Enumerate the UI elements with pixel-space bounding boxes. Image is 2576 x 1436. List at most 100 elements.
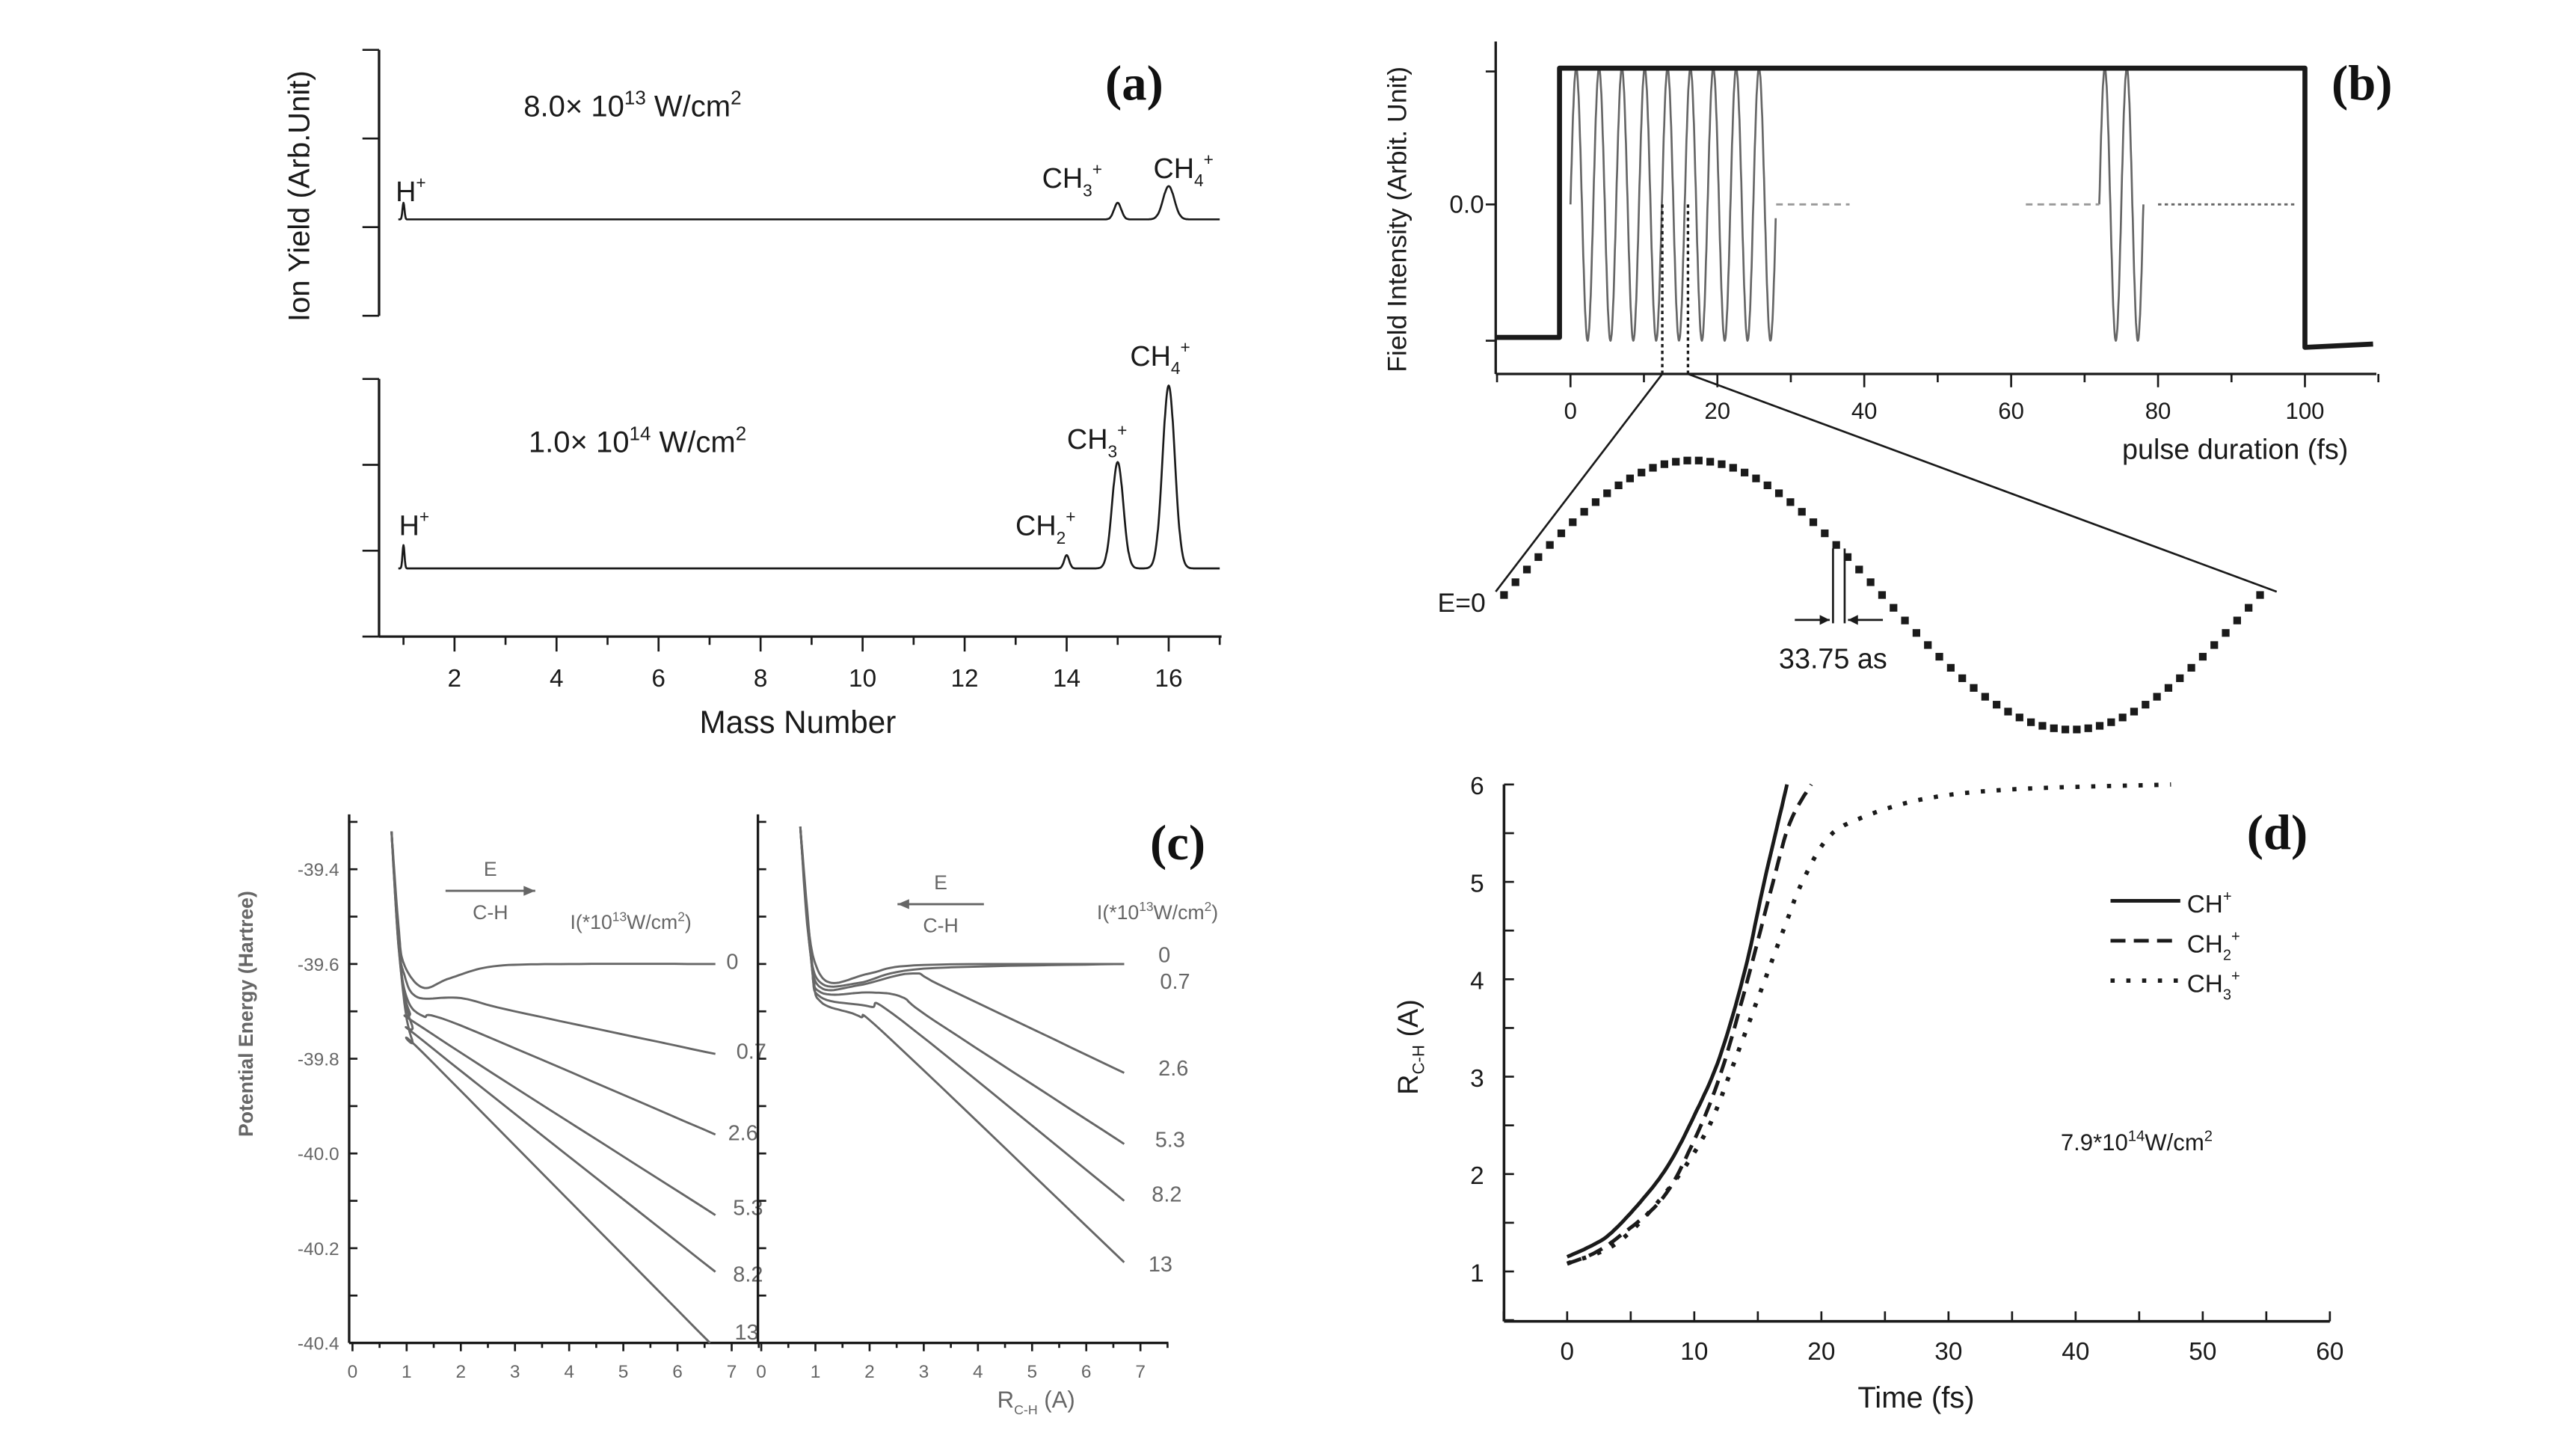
label-subscript: 2 bbox=[2223, 947, 2231, 963]
label-superscript: + bbox=[2223, 889, 2232, 905]
x-tick-label: 60 bbox=[2316, 1338, 2343, 1366]
y-tick-label: 4 bbox=[1470, 968, 1484, 995]
y-axis-title: Field Intensity (Arbit. Unit) bbox=[1382, 67, 1412, 372]
x-tick-label: 3 bbox=[510, 1362, 520, 1382]
y-tick-label: 1 bbox=[1470, 1259, 1484, 1287]
panel-label-c: (c) bbox=[1150, 816, 1205, 871]
inset-sample-marker bbox=[2245, 604, 2253, 612]
inset-sample-marker bbox=[2176, 674, 2184, 682]
time-step-label: 33.75 as bbox=[1779, 643, 1887, 675]
y-tick-label: -39.6 bbox=[298, 955, 339, 975]
inset-sample-marker bbox=[2222, 629, 2230, 637]
curve-label: 2.6 bbox=[1158, 1057, 1188, 1081]
label-subscript: 3 bbox=[1107, 441, 1117, 461]
intensity-label: 8.0× 1013 W/cm2 bbox=[523, 87, 741, 123]
inset-sample-marker bbox=[1935, 652, 1943, 661]
label-unit: W/cm bbox=[2145, 1129, 2204, 1156]
ion-yield-spectrum bbox=[398, 185, 1220, 221]
label-base: I(*10 bbox=[571, 911, 612, 933]
inset-sample-marker bbox=[1993, 701, 2001, 709]
label-unit: W/cm bbox=[651, 426, 735, 458]
inset-sample-marker bbox=[1924, 641, 1932, 649]
inset-sample-marker bbox=[1569, 518, 1577, 527]
label-base: CH bbox=[1015, 511, 1057, 542]
curve-label: 0 bbox=[726, 951, 738, 975]
series-dashed-line bbox=[1567, 783, 1813, 1265]
curve-label: 13 bbox=[1149, 1253, 1172, 1277]
x-tick-label: 10 bbox=[1680, 1338, 1708, 1366]
inset-sample-marker bbox=[1614, 481, 1623, 490]
inset-sample-marker bbox=[2153, 693, 2161, 701]
inset-sample-marker bbox=[1786, 498, 1795, 506]
inset-sample-marker bbox=[1981, 693, 1989, 701]
label-base: CH bbox=[2187, 891, 2223, 918]
peak-label: CH2+ bbox=[1015, 507, 1075, 547]
potential-curve bbox=[390, 831, 716, 1273]
inset-sample-marker bbox=[2095, 722, 2104, 730]
x-tick-label: 0 bbox=[1564, 398, 1577, 424]
field-oscillation bbox=[1569, 67, 1777, 342]
x-axis-title: pulse duration (fs) bbox=[2122, 434, 2348, 465]
inset-sample-marker bbox=[1580, 508, 1588, 516]
inset-sample-marker bbox=[1890, 604, 1898, 612]
field-oscillation bbox=[2098, 67, 2145, 342]
label-superscript: + bbox=[1092, 159, 1102, 179]
x-tick-label: 6 bbox=[651, 665, 665, 693]
potential-curve bbox=[799, 826, 1125, 1074]
label-exponent: 2 bbox=[677, 909, 685, 924]
x-tick-label: 60 bbox=[1998, 398, 2024, 424]
curve-label: 8.2 bbox=[1152, 1183, 1181, 1207]
peak-label: H+ bbox=[399, 507, 430, 542]
arrowhead-icon bbox=[1848, 615, 1858, 625]
label-base: CH bbox=[1067, 424, 1108, 455]
label-base: 1.0× 10 bbox=[529, 426, 630, 458]
x-tick-label: 40 bbox=[2062, 1338, 2089, 1366]
inset-sample-marker bbox=[1557, 529, 1566, 538]
label-unit: W/cm bbox=[646, 90, 731, 123]
x-tick-label: 7 bbox=[727, 1362, 737, 1382]
inset-sample-marker bbox=[1591, 498, 1600, 506]
inset-sample-marker bbox=[2118, 714, 2127, 722]
x-tick-label: 0 bbox=[348, 1362, 358, 1382]
inset-sample-marker bbox=[1946, 663, 1955, 672]
x-tick-label: 10 bbox=[849, 665, 876, 693]
y-tick-label: 3 bbox=[1470, 1065, 1484, 1093]
inset-sample-marker bbox=[1763, 481, 1771, 490]
field-label: E bbox=[934, 871, 947, 894]
inset-sample-marker bbox=[2233, 616, 2241, 625]
inset-sample-marker bbox=[1522, 565, 1531, 574]
inset-sample-marker bbox=[1832, 541, 1840, 549]
x-tick-label: 8 bbox=[754, 665, 768, 693]
arrowhead-icon bbox=[897, 899, 909, 909]
inset-sample-marker bbox=[1546, 541, 1554, 549]
legend-label: CH3+ bbox=[2187, 969, 2240, 1004]
x-tick-label: 1 bbox=[402, 1362, 412, 1382]
panel-label-a: (a) bbox=[1105, 56, 1163, 111]
arrowhead-icon bbox=[1819, 615, 1830, 625]
potential-curve bbox=[799, 826, 1125, 1202]
x-axis-title: Time (fs) bbox=[1857, 1381, 1974, 1414]
label-base: 7.9*10 bbox=[2061, 1129, 2128, 1156]
series-dotted-line bbox=[1566, 782, 2171, 1266]
inset-sample-marker bbox=[1855, 565, 1863, 574]
inset-sample-marker bbox=[2038, 722, 2047, 730]
inset-sample-marker bbox=[1774, 489, 1783, 497]
label-base: CH bbox=[2187, 930, 2223, 958]
inset-sample-marker bbox=[1740, 468, 1749, 476]
potential-curve bbox=[390, 831, 716, 989]
y-tick-label: -39.4 bbox=[298, 860, 339, 880]
x-tick-label: 20 bbox=[1704, 398, 1730, 424]
x-tick-label: 7 bbox=[1135, 1362, 1146, 1382]
label-exponent: 2 bbox=[736, 422, 746, 444]
label-superscript: + bbox=[2231, 928, 2240, 945]
inset-sample-marker bbox=[2198, 652, 2207, 661]
inset-sample-marker bbox=[2256, 591, 2264, 599]
inset-sample-marker bbox=[2004, 708, 2012, 716]
potential-curve bbox=[390, 831, 711, 1344]
curve-label: 0.7 bbox=[1160, 970, 1190, 994]
potential-curve bbox=[390, 831, 716, 1055]
